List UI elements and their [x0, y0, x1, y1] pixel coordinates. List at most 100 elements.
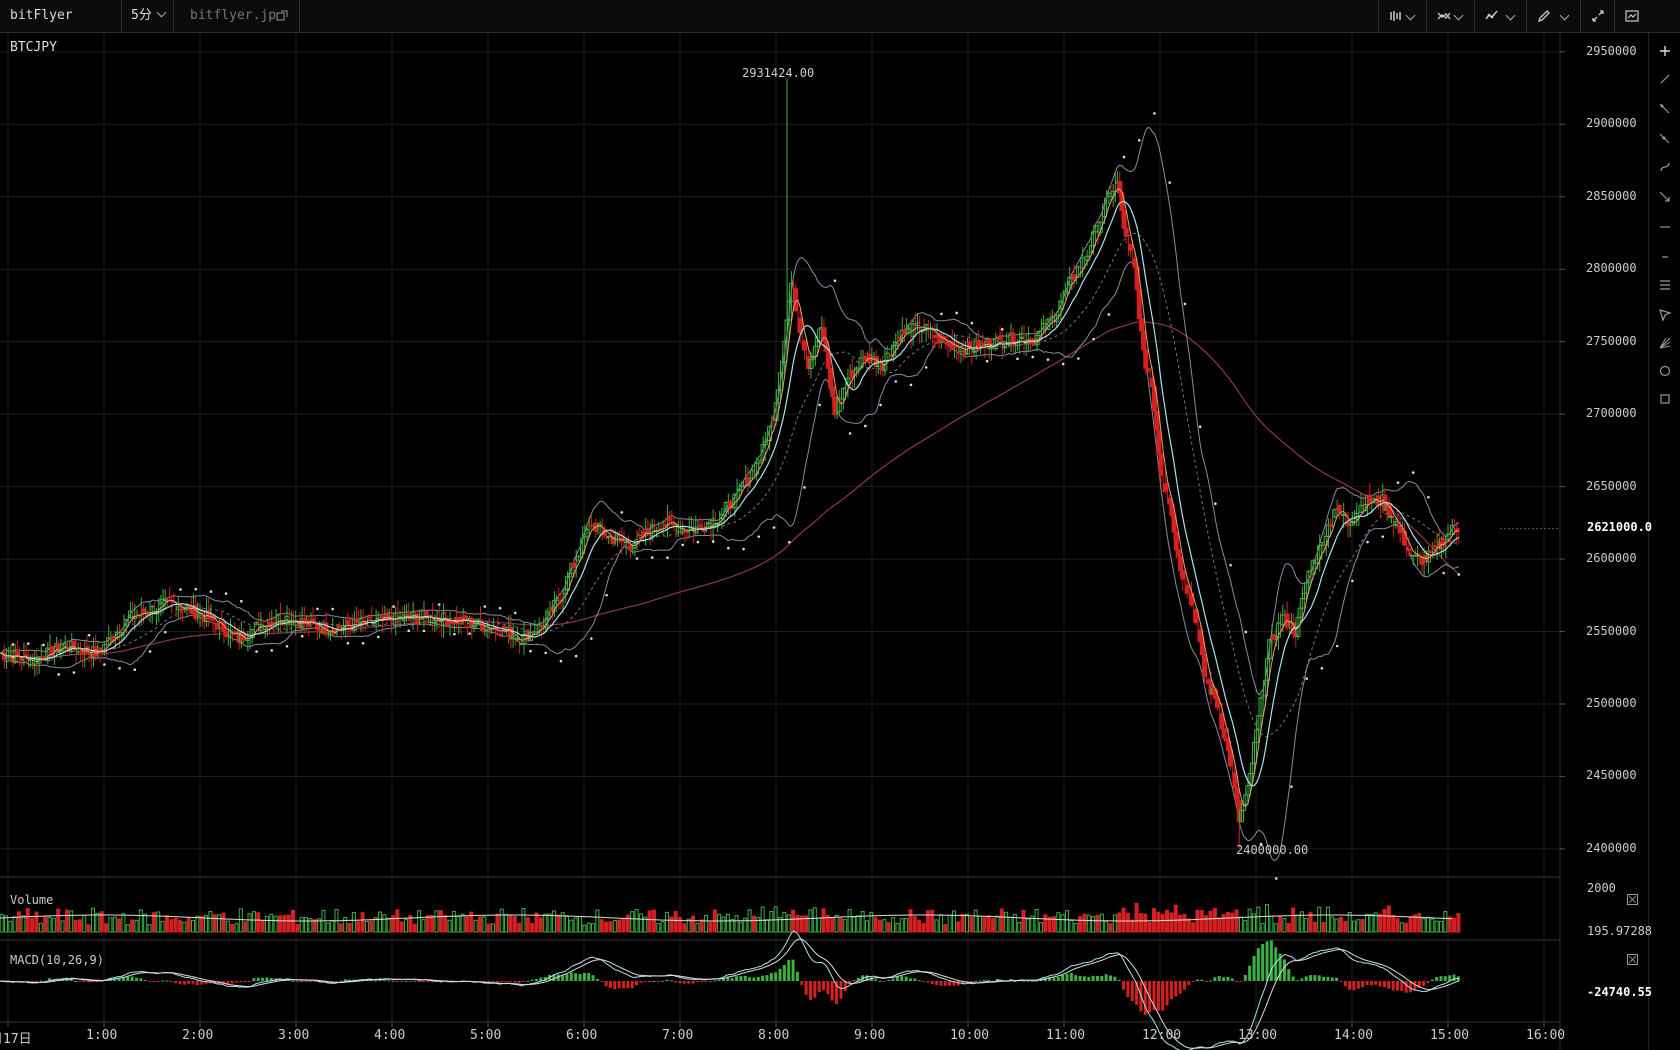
- macd-histogram-bar: [39, 980, 43, 982]
- volume-bar: [1065, 910, 1070, 933]
- ray-tool[interactable]: [1649, 95, 1680, 123]
- volume-bar: [430, 915, 435, 933]
- candle-body: [1175, 549, 1181, 558]
- sar-dot: [727, 546, 730, 550]
- volume-bar: [264, 916, 269, 933]
- candle-body: [932, 335, 938, 338]
- volume-bar: [1056, 912, 1061, 933]
- drawing-pen-icon: [1537, 10, 1550, 23]
- curve-tool[interactable]: [1649, 153, 1680, 181]
- snapshot-button[interactable]: [1614, 0, 1648, 32]
- ellipse-tool[interactable]: [1649, 357, 1680, 385]
- volume-bar: [469, 911, 474, 933]
- symbol-label[interactable]: bitFlyer BTCJPY: [0, 0, 122, 55]
- time-tick-label: 10:00: [950, 1028, 990, 1043]
- volume-bar: [230, 924, 235, 933]
- gann-fan-tool[interactable]: [1649, 329, 1680, 357]
- macd-histogram-bar: [1291, 976, 1295, 981]
- trend-line-tool[interactable]: [1649, 65, 1680, 93]
- bar-style-icon: [1390, 11, 1401, 21]
- volume-bar: [651, 909, 656, 933]
- candle-body: [1128, 243, 1134, 251]
- volume-bar: [1395, 917, 1400, 933]
- macd-histogram-bar: [378, 979, 382, 981]
- interval-dropdown[interactable]: 5分: [122, 0, 174, 32]
- macd-histogram-bar: [1430, 979, 1434, 981]
- macd-histogram-bar: [221, 981, 225, 985]
- close-volume-panel-icon[interactable]: [1627, 894, 1638, 905]
- zoom-in-button[interactable]: [1649, 37, 1680, 65]
- macd-histogram-bar: [574, 973, 578, 981]
- volume-bar: [299, 916, 304, 933]
- volume-bar: [1008, 916, 1013, 933]
- drawing-button[interactable]: [1526, 0, 1580, 32]
- parallel-channel-tool[interactable]: [1649, 271, 1680, 299]
- volume-bar: [612, 920, 617, 933]
- volume-bar: [1273, 923, 1278, 933]
- macd-histogram-bar: [1113, 976, 1117, 981]
- volume-bar: [377, 911, 382, 933]
- volume-bar: [591, 923, 596, 933]
- macd-histogram-bar: [1322, 976, 1326, 981]
- site-link[interactable]: bitflyer.jp: [174, 0, 300, 32]
- volume-bar: [1299, 911, 1304, 933]
- macd-histogram-bar: [713, 980, 717, 982]
- macd-histogram-bar: [278, 978, 282, 981]
- candle-body: [14, 651, 20, 657]
- arrow-line-icon: [1659, 103, 1670, 114]
- volume-bar: [1308, 911, 1313, 933]
- macd-histogram-bar: [1282, 959, 1286, 981]
- volume-bar: [151, 912, 156, 933]
- pitchfork-tool[interactable]: [1649, 301, 1680, 329]
- macd-histogram-bar: [1222, 977, 1226, 981]
- macd-histogram-bar: [1035, 980, 1039, 982]
- indicator-button[interactable]: [1426, 0, 1474, 32]
- sar-dot: [118, 667, 121, 670]
- macd-histogram-bar: [648, 981, 652, 983]
- volume-bar: [873, 917, 878, 933]
- macd-histogram-bar: [565, 974, 569, 981]
- extended-line-tool[interactable]: [1649, 125, 1680, 153]
- horizontal-ray-tool[interactable]: [1649, 243, 1680, 271]
- candle-body: [762, 441, 768, 446]
- macd-histogram-bar: [787, 959, 791, 981]
- volume-bar: [1095, 914, 1100, 933]
- volume-bar: [547, 913, 552, 933]
- macd-histogram-bar: [343, 979, 347, 981]
- candle-body: [1054, 315, 1060, 323]
- sar-dot: [377, 635, 380, 639]
- horizontal-line-tool[interactable]: [1649, 213, 1680, 241]
- volume-bar: [1060, 914, 1065, 933]
- macd-histogram-bar: [243, 981, 247, 983]
- volume-bar: [682, 923, 687, 933]
- bar-style-button[interactable]: [1378, 0, 1426, 32]
- candle-body: [1215, 698, 1221, 708]
- macd-histogram-bar: [1074, 975, 1078, 981]
- macd-histogram-bar: [400, 981, 404, 982]
- macd-histogram-bar: [1348, 981, 1352, 990]
- sar-dot: [1442, 571, 1445, 575]
- volume-bar: [1325, 906, 1330, 933]
- arrow-tool[interactable]: [1649, 183, 1680, 211]
- curve-icon: [1660, 162, 1670, 172]
- macd-histogram-bar: [256, 977, 260, 981]
- volume-bar: [164, 915, 169, 933]
- rectangle-tool[interactable]: [1649, 385, 1680, 413]
- macd-histogram-bar: [974, 980, 978, 982]
- fullscreen-button[interactable]: [1580, 0, 1614, 32]
- macd-histogram-bar: [939, 981, 943, 986]
- sar-dot: [970, 321, 974, 325]
- volume-bar: [517, 922, 522, 933]
- sar-dot: [498, 606, 502, 610]
- volume-bar: [1452, 917, 1457, 933]
- chart-area[interactable]: [0, 33, 1648, 1050]
- candle-body: [684, 530, 690, 533]
- close-macd-panel-icon[interactable]: [1627, 954, 1638, 965]
- compare-button[interactable]: [1474, 0, 1526, 32]
- price-tick-label: 2450000: [1586, 768, 1637, 783]
- chevron-down-icon: [1405, 10, 1416, 21]
- candle-body: [1121, 209, 1127, 229]
- volume-bar: [1199, 910, 1204, 933]
- volume-bar: [769, 910, 774, 933]
- macd-histogram-bar: [1313, 975, 1317, 981]
